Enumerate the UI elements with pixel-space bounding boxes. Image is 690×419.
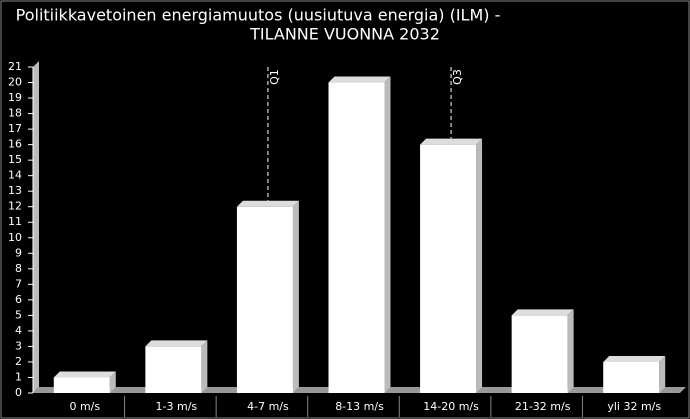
bar-top	[603, 355, 666, 362]
bar	[603, 361, 660, 393]
x-tick-label: 1-3 m/s	[156, 400, 198, 413]
x-tick-label: 0 m/s	[69, 400, 100, 413]
bar	[420, 144, 477, 393]
bar	[511, 315, 568, 393]
y-tick-label: 3	[15, 339, 22, 352]
y-tick-label: 6	[15, 293, 22, 306]
x-tick-label: 4-7 m/s	[247, 400, 289, 413]
bar-top	[236, 200, 299, 207]
y-tick-label: 15	[8, 153, 22, 166]
y-tick-label: 21	[8, 60, 22, 73]
y-tick-label: 1	[15, 370, 22, 383]
bar-side	[659, 355, 666, 393]
y-tick-label: 16	[8, 138, 22, 151]
bar-side	[567, 309, 574, 393]
bar-side	[292, 200, 299, 393]
bar	[236, 206, 293, 393]
y-tick-label: 12	[8, 200, 22, 213]
y-tick-label: 8	[15, 262, 22, 275]
y-tick-label: 2	[15, 355, 22, 368]
bar-top	[511, 309, 574, 316]
bar-side	[384, 76, 391, 394]
y-tick-label: 14	[8, 169, 22, 182]
x-tick-label: 21-32 m/s	[515, 400, 571, 413]
bar-side	[109, 371, 116, 393]
chart-title: Politiikkavetoinen energiamuutos (uusiut…	[16, 6, 501, 25]
y-tick-label: 4	[15, 324, 22, 337]
chart-title: TILANNE VUONNA 2032	[249, 25, 440, 44]
left-wall	[33, 61, 39, 393]
x-tick-label: 8-13 m/s	[335, 400, 384, 413]
bar-side	[476, 138, 483, 393]
bar	[145, 346, 202, 393]
y-tick-label: 19	[8, 91, 22, 104]
y-tick-label: 10	[8, 231, 22, 244]
annotation: Q3	[451, 69, 464, 85]
x-tick-label: yli 32 m/s	[607, 400, 661, 413]
annotation: Q1	[268, 69, 281, 85]
y-tick-label: 9	[15, 246, 22, 259]
y-tick-label: 5	[15, 308, 22, 321]
bar-top	[53, 371, 116, 378]
y-tick-label: 0	[15, 386, 22, 399]
y-tick-label: 13	[8, 184, 22, 197]
bar-top	[328, 76, 391, 83]
y-tick-label: 17	[8, 122, 22, 135]
x-tick-label: 14-20 m/s	[423, 400, 479, 413]
bar-top	[145, 340, 208, 347]
y-tick-label: 7	[15, 277, 22, 290]
bar	[53, 377, 110, 393]
y-tick-label: 20	[8, 76, 22, 89]
bar	[328, 82, 385, 394]
y-tick-label: 18	[8, 107, 22, 120]
y-tick-label: 11	[8, 215, 22, 228]
bar-top	[420, 138, 483, 145]
bar-side	[201, 340, 208, 393]
